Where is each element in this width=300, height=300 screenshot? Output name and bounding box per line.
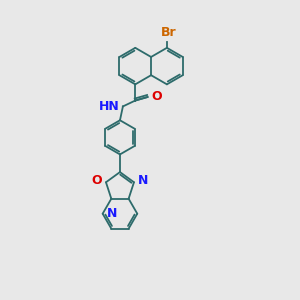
Text: N: N <box>107 207 117 220</box>
Text: Br: Br <box>160 26 176 39</box>
Text: N: N <box>138 174 148 187</box>
Text: O: O <box>152 91 162 103</box>
Text: HN: HN <box>99 100 119 113</box>
Text: O: O <box>92 174 102 187</box>
